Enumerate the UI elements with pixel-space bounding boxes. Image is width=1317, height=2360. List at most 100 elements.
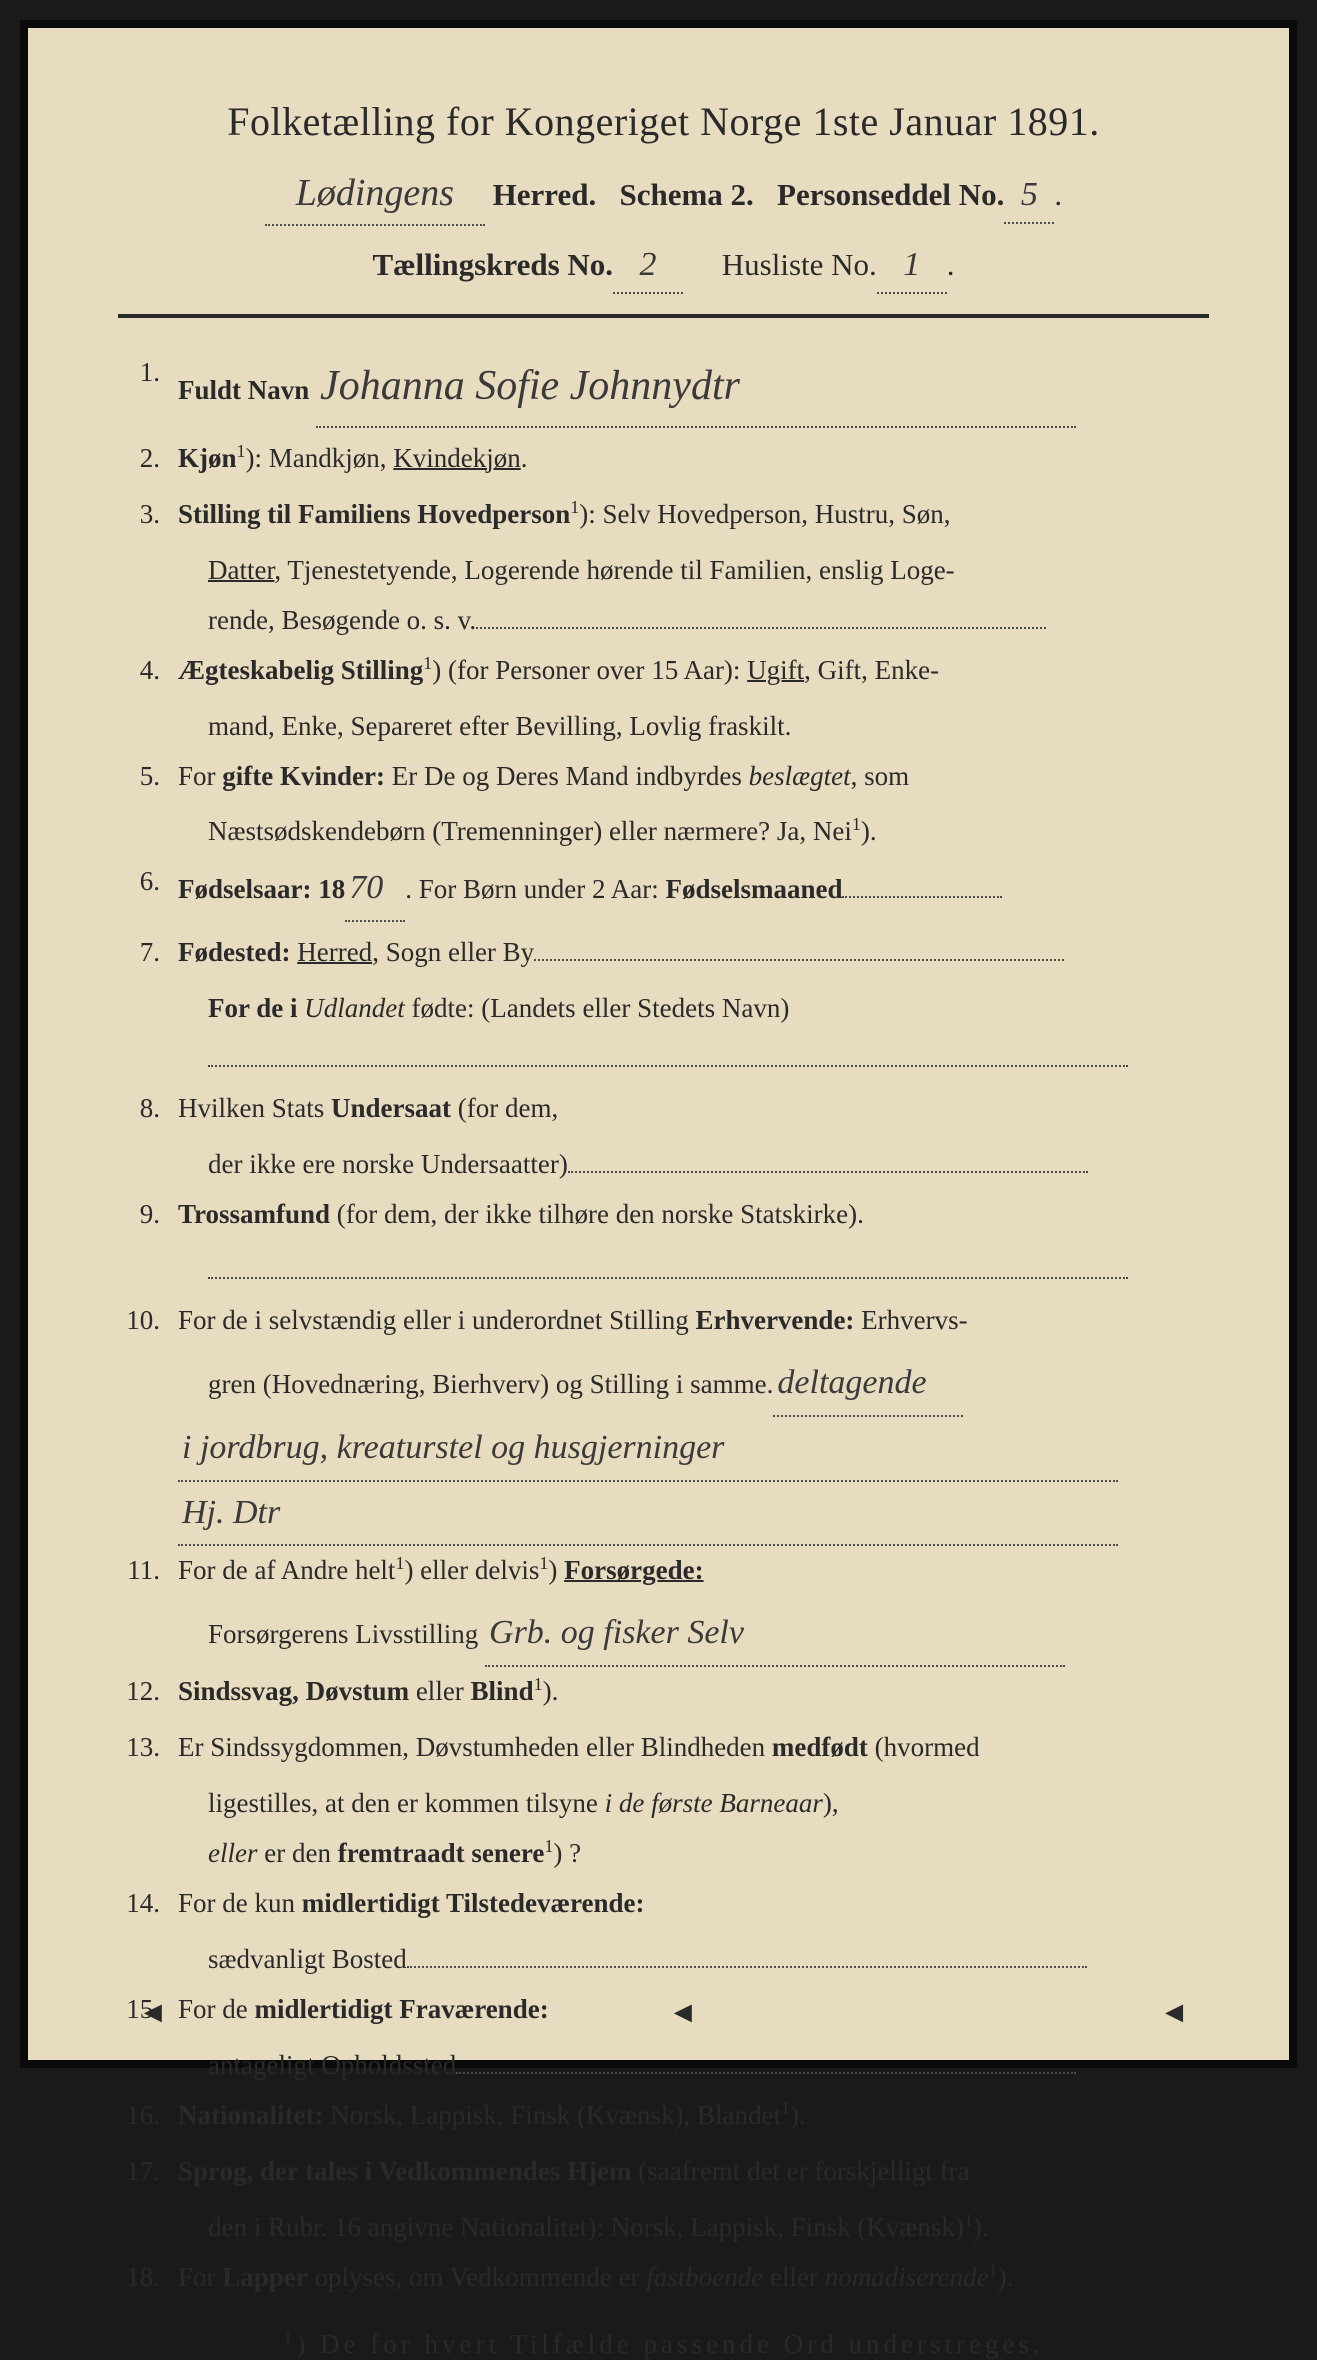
herred-handwritten: Lødingens xyxy=(265,163,485,226)
sup12: 1 xyxy=(534,1674,543,1694)
dotfill-6 xyxy=(842,896,1002,898)
num-11: 11. xyxy=(118,1546,178,1596)
num-7: 7. xyxy=(118,928,178,978)
kreds-no: 2 xyxy=(613,238,683,294)
dotfill-15 xyxy=(456,2072,1076,2074)
content-5: For gifte Kvinder: Er De og Deres Mand i… xyxy=(178,752,1209,802)
l12c: Blind xyxy=(471,1676,534,1706)
l13h: er den xyxy=(257,1838,337,1868)
husliste-label: Husliste No. xyxy=(722,247,877,282)
l11b: ) eller delvis xyxy=(404,1555,539,1585)
husliste-no: 1 xyxy=(877,238,947,294)
num-9: 9. xyxy=(118,1190,178,1240)
item-8: 8. Hvilken Stats Undersaat (for dem, xyxy=(118,1084,1209,1134)
content-9: Trossamfund (for dem, der ikke tilhøre d… xyxy=(178,1190,1209,1240)
sup4: 1 xyxy=(423,653,432,673)
content-18: For Lapper oplyses, om Vedkommende er fa… xyxy=(178,2253,1209,2303)
v10c: Hj. Dtr xyxy=(178,1482,1118,1547)
l2a: Kjøn xyxy=(178,443,237,473)
sup5: 1 xyxy=(852,814,861,834)
item-9: 9. Trossamfund (for dem, der ikke tilhør… xyxy=(118,1190,1209,1240)
dotfill-7b xyxy=(208,1065,1128,1067)
l3b: ): Selv Hovedperson, Hustru, Søn, xyxy=(579,499,950,529)
item-1: 1. Fuldt Navn Johanna Sofie Johnnydtr xyxy=(118,348,1209,428)
item-10-cont3: Hj. Dtr xyxy=(118,1482,1209,1547)
l3a: Stilling til Familiens Hovedperson xyxy=(178,499,570,529)
item-14: 14. For de kun midlertidigt Tilstedevære… xyxy=(118,1879,1209,1929)
l18b: Lapper xyxy=(222,2262,308,2292)
l13i: fremtraadt senere xyxy=(338,1838,545,1868)
hole-mark-1: ◄ xyxy=(138,1996,168,2030)
l15c: antageligt Opholdssted xyxy=(208,2050,456,2080)
l15b: midlertidigt Fraværende: xyxy=(255,1994,549,2024)
l8d: der ikke ere norske Undersaatter) xyxy=(208,1149,568,1179)
dotfill-8 xyxy=(568,1171,1088,1173)
period: . xyxy=(1054,177,1062,212)
sup16: 1 xyxy=(781,2098,790,2118)
l7a: Fødested: xyxy=(178,937,290,967)
l11c: ) xyxy=(548,1555,564,1585)
content-6: Fødselsaar: 1870. For Børn under 2 Aar: … xyxy=(178,857,1209,922)
l8b: Undersaat xyxy=(331,1093,451,1123)
content-7: Fødested: Herred, Sogn eller By xyxy=(178,928,1209,978)
item-11-cont: Forsørgerens Livsstilling Grb. og fisker… xyxy=(118,1602,1209,1667)
item-10-cont2: i jordbrug, kreaturstel og husgjerninger xyxy=(118,1417,1209,1482)
l18d: fastboende xyxy=(646,2262,763,2292)
l18a: For xyxy=(178,2262,222,2292)
content-10: For de i selvstændig eller i underordnet… xyxy=(178,1296,1209,1346)
herred-label: Herred. xyxy=(493,177,597,212)
label-1: Fuldt Navn xyxy=(178,375,309,405)
l17a: Sprog, der tales i Vedkommendes Hjem xyxy=(178,2156,632,2186)
item-8-cont: der ikke ere norske Undersaatter) xyxy=(118,1140,1209,1190)
document-title: Folketælling for Kongeriget Norge 1ste J… xyxy=(118,98,1209,145)
item-3: 3. Stilling til Familiens Hovedperson1):… xyxy=(118,490,1209,540)
item-11: 11. For de af Andre helt1) eller delvis1… xyxy=(118,1546,1209,1596)
l5e: , som xyxy=(851,761,910,791)
item-10-cont1: gren (Hovednæring, Bierhverv) og Stillin… xyxy=(118,1352,1209,1417)
sup2: 1 xyxy=(237,441,246,461)
l13a: Er Sindssygdommen, Døvstumheden eller Bl… xyxy=(178,1732,772,1762)
l15a: For de xyxy=(178,1994,255,2024)
l9a: Trossamfund xyxy=(178,1199,330,1229)
content-11: For de af Andre helt1) eller delvis1) Fo… xyxy=(178,1546,1209,1596)
l17b: (saafremt det er forskjelligt fra xyxy=(632,2156,970,2186)
l7f: fødte: (Landets eller Stedets Navn) xyxy=(405,993,790,1023)
item-16: 16. Nationalitet: Norsk, Lappisk, Finsk … xyxy=(118,2091,1209,2141)
l10c: Erhvervs- xyxy=(854,1305,967,1335)
name-value: Johanna Sofie Johnnydtr xyxy=(316,348,1076,428)
l4b: ) (for Personer over 15 Aar): xyxy=(432,655,747,685)
period2: . xyxy=(947,247,955,282)
item-7-blank xyxy=(118,1034,1209,1084)
sup3: 1 xyxy=(570,497,579,517)
num-12: 12. xyxy=(118,1667,178,1717)
l3e: rende, Besøgende o. s. v. xyxy=(208,605,476,635)
num-4: 4. xyxy=(118,646,178,696)
l9b: (for dem, der ikke tilhøre den norske St… xyxy=(330,1199,864,1229)
l3c: Datter xyxy=(208,555,274,585)
l13b: medfødt xyxy=(772,1732,868,1762)
l7b: Herred xyxy=(297,937,372,967)
l2b: ): Mandkjøn, xyxy=(246,443,394,473)
l4e: mand, Enke, Separeret efter Bevilling, L… xyxy=(208,711,791,741)
kreds-label: Tællingskreds No. xyxy=(372,247,613,282)
num-6: 6. xyxy=(118,857,178,922)
content-14: For de kun midlertidigt Tilstedeværende: xyxy=(178,1879,1209,1929)
num-16: 16. xyxy=(118,2091,178,2141)
item-18: 18. For Lapper oplyses, om Vedkommende e… xyxy=(118,2253,1209,2303)
l13g: eller xyxy=(208,1838,257,1868)
num-13: 13. xyxy=(118,1723,178,1773)
l12a: Sindssvag, Døvstum xyxy=(178,1676,409,1706)
sup17: 1 xyxy=(964,2210,973,2230)
hole-mark-2: ◄ xyxy=(668,1996,698,2030)
l11a: For de af Andre helt xyxy=(178,1555,395,1585)
v11: Grb. og fisker Selv xyxy=(485,1602,1065,1667)
l6b: . For Børn under 2 Aar: xyxy=(405,874,665,904)
l8a: Hvilken Stats xyxy=(178,1093,331,1123)
num-1: 1. xyxy=(118,348,178,428)
num-14: 14. xyxy=(118,1879,178,1929)
v10a: deltagende xyxy=(773,1352,963,1417)
num-5: 5. xyxy=(118,752,178,802)
l7d: For de i xyxy=(208,993,304,1023)
l18c: oplyses, om Vedkommende er xyxy=(308,2262,646,2292)
l13e: i de første Barneaar xyxy=(605,1788,823,1818)
